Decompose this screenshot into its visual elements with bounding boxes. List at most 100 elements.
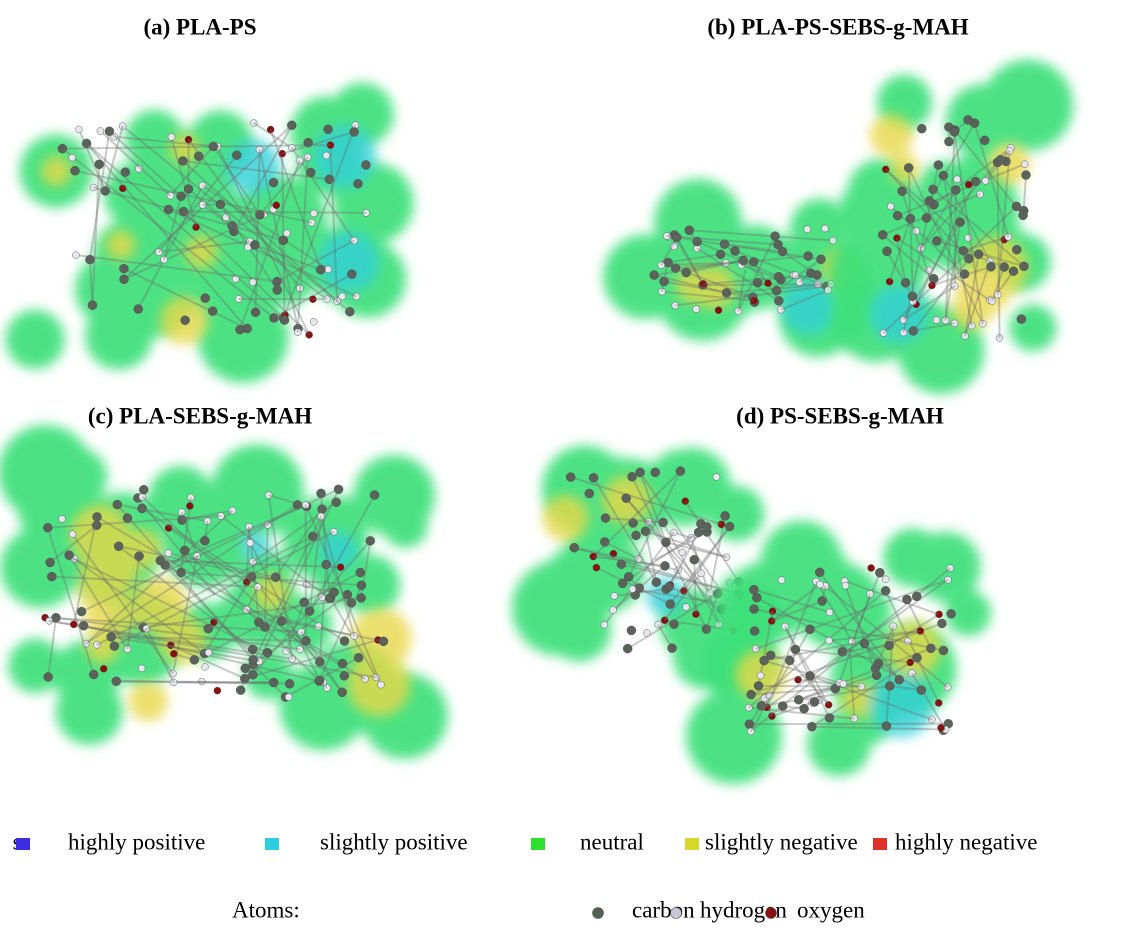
atom <box>757 672 764 679</box>
atom <box>773 240 782 249</box>
atom <box>208 307 217 316</box>
atom <box>791 645 800 654</box>
atom <box>980 136 989 145</box>
atom <box>310 210 317 217</box>
atom <box>912 592 921 601</box>
atom <box>324 125 333 134</box>
atom <box>954 176 961 183</box>
surface-lobe <box>883 528 942 587</box>
atom <box>825 637 832 644</box>
atom <box>806 269 815 278</box>
atom <box>566 473 575 482</box>
surface-patch <box>106 230 136 260</box>
surface-lobe <box>85 302 153 370</box>
legend-atom <box>671 908 682 919</box>
atom <box>1021 161 1028 168</box>
atom <box>610 607 617 614</box>
atom <box>1012 245 1021 254</box>
atom <box>805 625 814 634</box>
atom <box>97 128 104 135</box>
atom <box>75 126 82 133</box>
atom <box>377 681 384 688</box>
legend-label: Atoms: <box>232 897 300 922</box>
atom <box>72 252 79 259</box>
atom <box>922 213 931 222</box>
atom <box>332 498 341 507</box>
atom <box>750 627 759 636</box>
atom <box>715 307 722 314</box>
atom <box>868 564 875 571</box>
atom <box>340 637 349 646</box>
atom <box>70 621 77 628</box>
atom <box>842 582 849 589</box>
atom <box>350 127 359 136</box>
atom <box>840 680 847 687</box>
surface-lobe <box>982 60 1073 151</box>
atom <box>882 247 891 256</box>
atom <box>186 502 193 509</box>
atom <box>698 570 705 577</box>
atom <box>934 161 943 170</box>
atom <box>354 653 363 662</box>
atom <box>713 474 720 481</box>
atom <box>168 134 175 141</box>
atom <box>764 280 771 287</box>
panel-title: (a) PLA-PS <box>143 14 256 39</box>
atom <box>679 549 686 556</box>
atom <box>214 687 221 694</box>
surface-lobe <box>1010 305 1057 352</box>
atom <box>273 286 282 295</box>
atom <box>601 621 608 628</box>
atom <box>269 178 278 187</box>
atom <box>778 702 787 711</box>
atom <box>806 671 815 680</box>
panel-title: (c) PLA-SEBS-g-MAH <box>88 403 312 428</box>
atom <box>1012 202 1021 211</box>
atom <box>139 485 148 494</box>
atom <box>46 558 55 567</box>
legend-label: carbon <box>632 897 695 922</box>
atom <box>627 626 636 635</box>
atom <box>100 665 107 672</box>
atom <box>180 546 189 555</box>
atom <box>938 724 945 731</box>
atom <box>353 179 362 188</box>
atom <box>944 137 953 146</box>
atom <box>325 266 332 273</box>
atom <box>804 226 811 233</box>
atom <box>71 166 80 175</box>
legend-swatch <box>265 838 279 850</box>
atom <box>201 294 210 303</box>
atom <box>250 240 259 249</box>
legend-label: oxygen <box>797 897 865 922</box>
atom <box>611 592 618 599</box>
panel-title: (d) PS-SEBS-g-MAH <box>736 403 944 428</box>
atom <box>730 246 739 255</box>
surface-lobe <box>383 503 428 548</box>
atom <box>323 152 330 159</box>
atom <box>593 564 600 571</box>
atom <box>232 151 241 160</box>
atom <box>123 514 132 523</box>
surface-patch <box>870 114 913 157</box>
atom <box>337 564 344 571</box>
atom <box>285 694 292 701</box>
atom <box>830 237 837 244</box>
atom <box>632 531 641 540</box>
atom <box>205 649 212 656</box>
atom <box>982 177 989 184</box>
atom <box>933 316 940 323</box>
atom <box>682 268 691 277</box>
bond <box>1024 175 1026 211</box>
page: (a) PLA-PS (b) PLA-PS-SEBS-g-MAH (c) PLA… <box>0 0 1131 941</box>
surface-patch <box>543 495 589 541</box>
atom <box>887 203 894 210</box>
atom <box>165 550 172 557</box>
atom <box>643 629 650 636</box>
atom <box>95 160 104 169</box>
atom <box>825 287 832 294</box>
atom <box>119 264 128 273</box>
legend-label: neutral <box>580 829 644 854</box>
legend-label: slightly negative <box>705 829 858 854</box>
atom <box>69 154 76 161</box>
